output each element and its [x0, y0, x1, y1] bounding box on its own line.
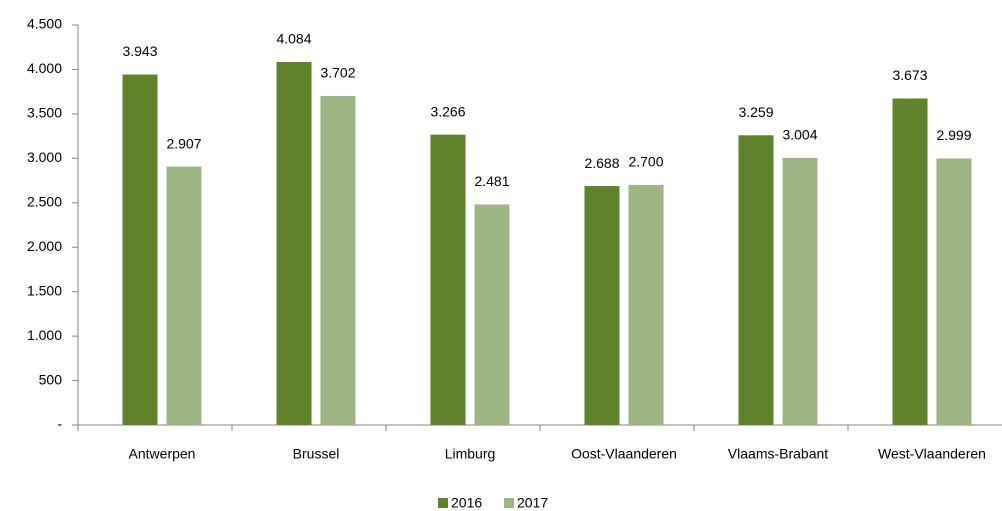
- value-label: 2.999: [936, 127, 971, 143]
- legend-swatch: [504, 498, 514, 508]
- bar: [628, 185, 664, 425]
- y-tick-label: 4.000: [27, 60, 62, 76]
- y-tick-label: 500: [39, 371, 63, 387]
- bar: [936, 158, 972, 425]
- y-tick-label: -: [57, 416, 62, 432]
- bar: [738, 135, 774, 426]
- bar: [166, 166, 202, 425]
- legend-swatch: [438, 498, 448, 508]
- bar: [276, 61, 312, 425]
- bar: [474, 204, 510, 425]
- value-label: 3.943: [122, 43, 157, 59]
- value-label: 2.700: [628, 154, 663, 170]
- y-tick-label: 1.500: [27, 282, 62, 298]
- y-tick-label: 1.000: [27, 327, 62, 343]
- value-label: 3.266: [430, 103, 465, 119]
- x-tick-label: Limburg: [445, 446, 496, 462]
- y-tick-label: 2.500: [27, 193, 62, 209]
- value-label: 3.259: [738, 104, 773, 120]
- value-label: 3.702: [320, 65, 355, 81]
- value-label: 4.084: [276, 31, 311, 47]
- bar: [782, 157, 818, 425]
- value-label: 3.004: [782, 127, 817, 143]
- value-label: 2.688: [584, 155, 619, 171]
- bar: [892, 98, 928, 425]
- bar: [584, 186, 620, 425]
- bar: [320, 95, 356, 425]
- value-label: 2.481: [474, 173, 509, 189]
- x-tick-label: Vlaams-Brabant: [728, 446, 828, 462]
- x-tick-label: Oost-Vlaanderen: [571, 446, 677, 462]
- y-tick-label: 3.000: [27, 149, 62, 165]
- y-tick-label: 3.500: [27, 105, 62, 121]
- value-label: 2.907: [166, 135, 201, 151]
- y-tick-label: 2.000: [27, 238, 62, 254]
- x-tick-label: West-Vlaanderen: [878, 446, 986, 462]
- value-label: 3.673: [892, 67, 927, 83]
- legend-label: 2016: [451, 495, 482, 511]
- bar: [122, 74, 158, 425]
- x-tick-label: Antwerpen: [129, 446, 196, 462]
- legend-label: 2017: [517, 495, 548, 511]
- y-tick-label: 4.500: [27, 16, 62, 32]
- bar: [430, 134, 466, 425]
- x-tick-label: Brussel: [293, 446, 340, 462]
